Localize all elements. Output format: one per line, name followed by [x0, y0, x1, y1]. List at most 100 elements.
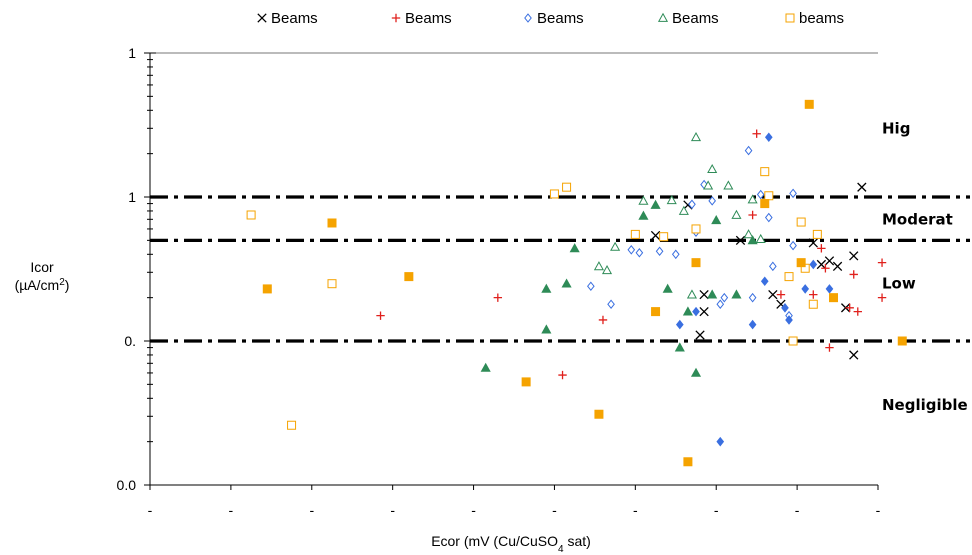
- legend-item-0: Beams: [257, 10, 318, 27]
- x-tick-label-9: -: [876, 502, 881, 518]
- data-point-s6-6: [659, 232, 669, 242]
- zone-label-1: Moderat: [882, 210, 953, 228]
- threshold-lines: [150, 195, 970, 343]
- x-tick-label-8: -: [795, 502, 800, 518]
- legend-marker-0: [257, 13, 267, 23]
- data-point-s3-6: [781, 303, 789, 313]
- data-point-s1-5: [752, 129, 761, 138]
- data-point-s5-8: [674, 342, 685, 352]
- zone-label-0: Hig: [882, 119, 910, 137]
- y-axis-ticks: 1 1 0. 0.0: [117, 45, 156, 493]
- data-point-s0-2: [699, 289, 709, 300]
- x-tick-label-5: -: [552, 502, 557, 518]
- data-point-s6-14: [808, 299, 818, 309]
- x-tick-label-2: -: [309, 502, 314, 518]
- legend-label-0: Beams: [271, 10, 318, 27]
- data-point-s2-19: [789, 188, 797, 199]
- data-point-s1-7: [809, 290, 818, 299]
- y-tick-label-1: 1: [128, 189, 136, 205]
- data-point-s5-1: [541, 324, 552, 334]
- data-point-s1-12: [849, 270, 858, 279]
- data-point-s3-9: [809, 259, 818, 270]
- data-point-s6-11: [788, 336, 798, 346]
- data-point-s3-3: [748, 319, 757, 330]
- data-point-s6-2: [327, 279, 337, 289]
- series-1: [376, 129, 887, 380]
- legend-marker-3: [657, 12, 669, 22]
- x-tick-label-6: -: [633, 502, 638, 518]
- series-2: [587, 145, 797, 321]
- series-3: [675, 132, 834, 447]
- y-axis-title-line1: Icor: [30, 259, 54, 275]
- data-point-s1-13: [853, 307, 862, 316]
- zone-label-3: Negligible: [882, 396, 968, 414]
- data-point-s7-4: [594, 409, 604, 419]
- legend-marker-2: [524, 13, 532, 23]
- data-point-s4-12: [743, 229, 754, 239]
- data-point-s4-1: [601, 265, 613, 275]
- data-point-s0-10: [824, 256, 835, 266]
- data-point-s6-5: [630, 229, 640, 239]
- data-point-s3-1: [692, 306, 700, 317]
- data-point-s5-9: [682, 306, 693, 316]
- data-point-s0-5: [735, 235, 746, 246]
- data-point-s1-10: [825, 343, 834, 352]
- data-point-s2-3: [635, 247, 644, 258]
- data-point-s7-5: [651, 307, 661, 317]
- data-point-s5-14: [747, 235, 758, 245]
- data-point-s7-12: [897, 336, 907, 346]
- x-tick-label-1: -: [229, 502, 234, 518]
- data-point-s2-5: [671, 249, 680, 260]
- data-points: [246, 99, 907, 467]
- data-point-s4-8: [703, 180, 714, 190]
- legend-label-1: Beams: [405, 10, 452, 27]
- data-point-s5-11: [707, 289, 718, 299]
- data-point-s2-2: [627, 244, 636, 255]
- series-7: [262, 99, 907, 467]
- legend-marker-1: [391, 13, 401, 23]
- data-point-s3-8: [801, 284, 810, 294]
- data-point-s3-2: [716, 436, 725, 447]
- y-axis-title-line2: (µA/cm2): [15, 277, 70, 294]
- data-point-s6-12: [796, 217, 806, 227]
- data-point-s4-13: [747, 194, 758, 204]
- data-point-s4-14: [755, 233, 766, 243]
- data-point-s1-4: [748, 210, 757, 220]
- data-point-s2-11: [720, 292, 729, 303]
- zone-labels: Hig Moderat Low Negligible: [882, 119, 968, 414]
- zone-label-2: Low: [882, 275, 916, 293]
- data-point-s4-0: [593, 261, 604, 271]
- legend-marker-4: [785, 13, 795, 23]
- data-point-s6-10: [784, 272, 794, 282]
- data-point-s1-9: [821, 264, 830, 273]
- data-point-s4-9: [707, 163, 718, 174]
- data-point-s6-15: [812, 229, 822, 239]
- data-point-s2-10: [716, 299, 725, 310]
- data-point-s5-4: [569, 243, 580, 253]
- x-tick-label-4: -: [471, 502, 476, 518]
- legend-item-3: Beams: [657, 10, 719, 27]
- data-point-s4-4: [666, 194, 677, 205]
- data-point-s3-10: [825, 284, 834, 294]
- data-point-s6-8: [760, 167, 770, 177]
- data-point-s1-11: [845, 303, 854, 313]
- data-point-s1-3: [598, 315, 608, 325]
- series-6: [246, 167, 822, 430]
- data-point-s2-13: [748, 292, 757, 303]
- data-point-s0-3: [699, 306, 709, 317]
- legend-label-3: Beams: [672, 10, 719, 27]
- data-point-s4-5: [678, 205, 689, 215]
- data-point-s7-9: [796, 258, 806, 268]
- data-point-s4-10: [723, 180, 734, 190]
- y-tick-label-3: 0.0: [117, 477, 137, 493]
- y-tick-label-0: 1: [128, 45, 136, 61]
- data-point-s3-5: [764, 132, 773, 143]
- data-point-s1-0: [376, 311, 385, 320]
- data-point-s0-4: [695, 330, 705, 340]
- data-point-s2-6: [688, 199, 696, 210]
- data-point-s0-8: [808, 238, 818, 248]
- data-point-s2-18: [789, 240, 797, 251]
- data-point-s0-6: [768, 289, 778, 300]
- data-point-s7-3: [521, 377, 531, 387]
